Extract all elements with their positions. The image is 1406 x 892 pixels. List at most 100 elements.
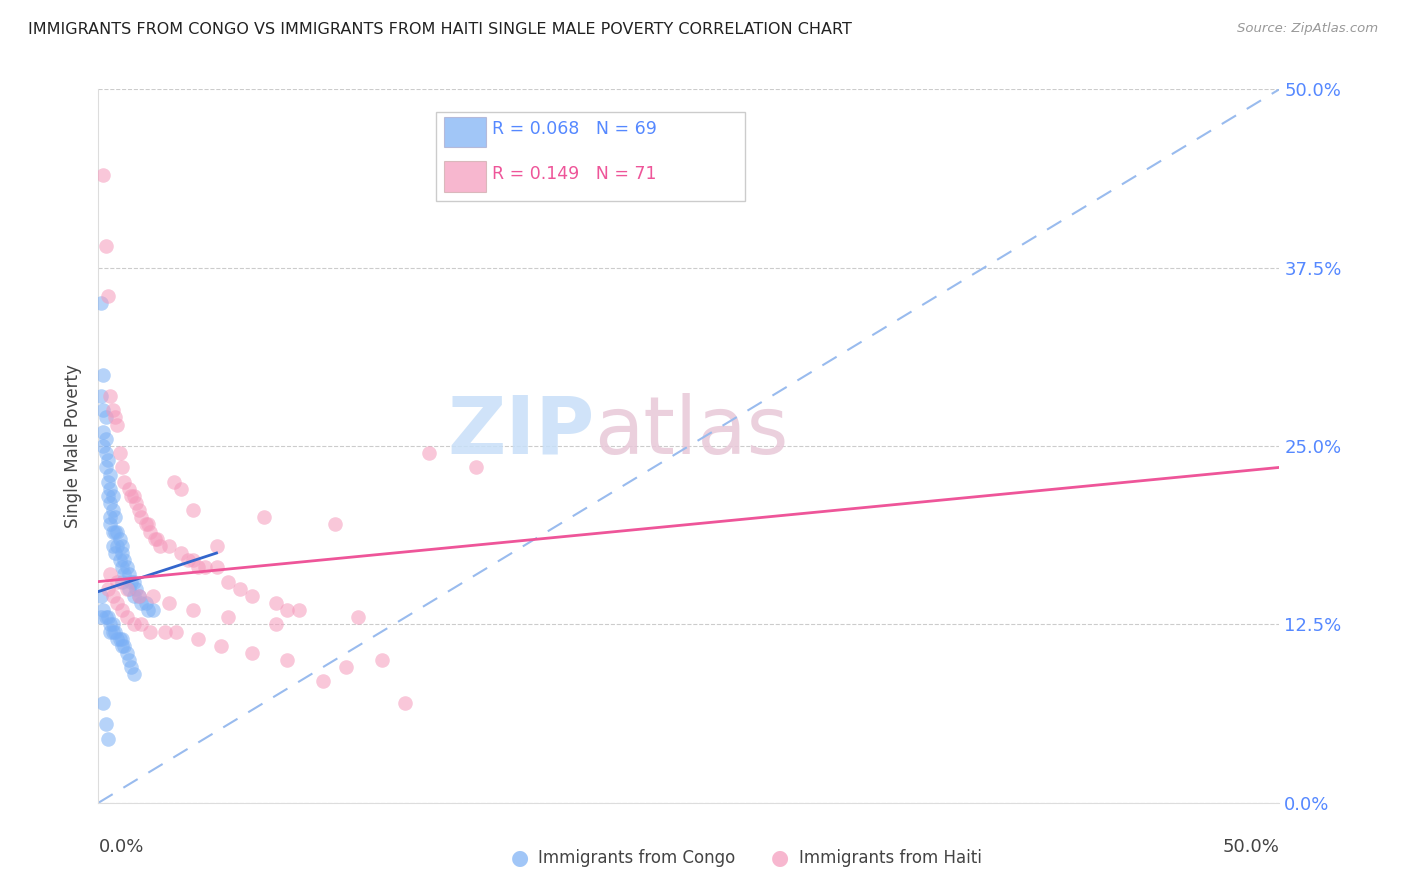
Point [394, 696, 416, 710]
Text: R = 0.068   N = 69: R = 0.068 N = 69 [492, 120, 657, 138]
Point [97, 731, 120, 746]
Point [101, 624, 124, 639]
Point [98, 496, 121, 510]
Point [111, 574, 134, 589]
Text: ZIP: ZIP [447, 392, 595, 471]
Point [115, 560, 138, 574]
Point [128, 503, 150, 517]
Point [98, 482, 121, 496]
Point [111, 603, 134, 617]
Text: 0.0%: 0.0% [98, 838, 143, 856]
Point [101, 489, 124, 503]
Point [217, 574, 239, 589]
Point [115, 582, 138, 596]
Point [112, 553, 135, 567]
Point [97, 475, 120, 489]
Point [142, 589, 165, 603]
Point [91, 168, 114, 182]
Point [111, 539, 134, 553]
Point [121, 660, 143, 674]
Point [128, 589, 150, 603]
Point [91, 603, 114, 617]
Text: Immigrants from Haiti: Immigrants from Haiti [799, 849, 981, 867]
Point [181, 503, 204, 517]
Point [90, 610, 112, 624]
Point [94, 717, 117, 731]
Point [187, 560, 209, 574]
Text: atlas: atlas [595, 392, 789, 471]
Point [118, 653, 141, 667]
Point [94, 239, 117, 253]
Point [105, 596, 128, 610]
Point [217, 610, 239, 624]
Text: ●: ● [512, 848, 529, 868]
Point [94, 410, 117, 425]
Point [118, 482, 141, 496]
Point [112, 639, 135, 653]
Point [194, 560, 217, 574]
Point [108, 532, 131, 546]
Point [94, 432, 117, 446]
Point [122, 667, 145, 681]
Point [105, 632, 128, 646]
Text: IMMIGRANTS FROM CONGO VS IMMIGRANTS FROM HAITI SINGLE MALE POVERTY CORRELATION C: IMMIGRANTS FROM CONGO VS IMMIGRANTS FROM… [28, 22, 852, 37]
Point [128, 589, 150, 603]
Y-axis label: Single Male Poverty: Single Male Poverty [65, 364, 83, 528]
Point [105, 524, 128, 539]
Point [129, 617, 152, 632]
Point [143, 532, 166, 546]
Point [97, 582, 120, 596]
Text: Source: ZipAtlas.com: Source: ZipAtlas.com [1237, 22, 1378, 36]
Point [139, 524, 162, 539]
Point [135, 596, 157, 610]
Point [112, 475, 135, 489]
Text: ●: ● [772, 848, 789, 868]
Point [181, 553, 204, 567]
Point [98, 467, 121, 482]
Point [91, 439, 114, 453]
Point [335, 660, 357, 674]
Point [135, 517, 157, 532]
Point [108, 553, 131, 567]
Point [125, 496, 148, 510]
Point [104, 624, 127, 639]
Point [121, 489, 143, 503]
Point [418, 446, 440, 460]
Point [101, 539, 124, 553]
Point [157, 596, 180, 610]
Point [122, 589, 145, 603]
Point [94, 610, 117, 624]
Point [122, 574, 145, 589]
Point [142, 603, 165, 617]
Point [104, 524, 127, 539]
Point [111, 560, 134, 574]
Point [371, 653, 394, 667]
Point [240, 589, 263, 603]
Point [122, 489, 145, 503]
Point [181, 603, 204, 617]
Point [104, 546, 127, 560]
Text: Immigrants from Congo: Immigrants from Congo [538, 849, 735, 867]
Point [101, 403, 124, 417]
Point [157, 539, 180, 553]
Point [312, 674, 335, 689]
Point [90, 296, 112, 310]
Point [139, 624, 162, 639]
Point [115, 610, 138, 624]
Point [111, 546, 134, 560]
Point [94, 460, 117, 475]
Point [136, 603, 159, 617]
Point [91, 368, 114, 382]
Point [91, 696, 114, 710]
Text: 50.0%: 50.0% [1223, 838, 1279, 856]
Point [177, 553, 200, 567]
Point [91, 425, 114, 439]
Point [97, 489, 120, 503]
Point [129, 510, 152, 524]
Point [101, 617, 124, 632]
Point [323, 517, 346, 532]
Point [136, 517, 159, 532]
Point [98, 624, 121, 639]
Point [111, 639, 134, 653]
Point [98, 567, 121, 582]
